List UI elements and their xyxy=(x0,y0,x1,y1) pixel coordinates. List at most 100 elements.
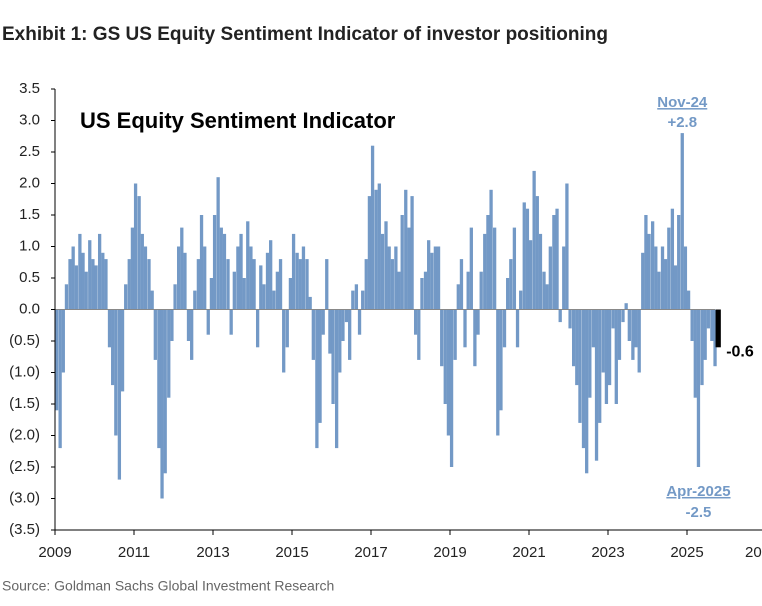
bar xyxy=(78,233,82,310)
bar xyxy=(710,309,714,341)
bar xyxy=(387,246,391,310)
bar xyxy=(216,177,220,310)
bar xyxy=(308,296,312,310)
bar xyxy=(650,221,655,310)
x-tick-label: 2021 xyxy=(512,544,545,561)
x-tick-label: 2025 xyxy=(670,544,703,561)
chart-title: US Equity Sentiment Indicator xyxy=(80,108,396,133)
bar xyxy=(147,259,151,310)
bar xyxy=(591,309,596,348)
bar xyxy=(456,284,460,310)
bar xyxy=(552,215,556,310)
x-tick-label: 20 xyxy=(745,544,762,561)
bar xyxy=(133,183,138,310)
bar xyxy=(348,309,352,360)
bar xyxy=(571,309,576,367)
bar xyxy=(61,309,65,373)
bar xyxy=(575,309,579,386)
bar xyxy=(357,309,362,335)
bar xyxy=(232,271,236,310)
bar xyxy=(377,183,381,310)
bar xyxy=(88,240,92,310)
bar xyxy=(265,252,270,310)
annotation-value: -2.5 xyxy=(686,504,712,521)
bar xyxy=(150,290,154,310)
bar xyxy=(637,309,641,373)
bar xyxy=(397,271,401,310)
bar xyxy=(486,215,490,310)
bar xyxy=(124,284,128,310)
bar xyxy=(111,309,115,386)
bar xyxy=(706,309,710,329)
bar xyxy=(611,309,615,329)
bar xyxy=(413,309,418,335)
bar xyxy=(328,309,332,354)
bar xyxy=(489,189,493,310)
bar xyxy=(278,259,283,310)
bar xyxy=(496,309,500,436)
x-tick-label: 2019 xyxy=(433,544,466,561)
bar xyxy=(522,202,526,310)
bar xyxy=(459,259,464,310)
bar xyxy=(167,309,171,398)
bar xyxy=(528,240,533,310)
bar xyxy=(153,309,157,360)
bar xyxy=(114,309,118,436)
bar xyxy=(176,246,181,310)
bar xyxy=(417,309,421,360)
x-tick-label: 2013 xyxy=(196,544,229,561)
bar xyxy=(275,271,280,310)
bar xyxy=(667,227,671,310)
bar xyxy=(71,246,75,310)
bar xyxy=(683,246,688,310)
bar xyxy=(686,290,691,310)
bar xyxy=(212,215,217,310)
bar xyxy=(410,196,414,310)
bar xyxy=(713,309,717,367)
bar xyxy=(252,259,256,310)
bar xyxy=(288,278,293,310)
bar xyxy=(647,233,651,310)
bar xyxy=(140,233,144,310)
y-tick-label: 0.0 xyxy=(19,300,40,317)
bar xyxy=(400,215,404,310)
x-tick-label: 2015 xyxy=(275,544,308,561)
bar xyxy=(509,259,513,310)
annotation-value: +2.8 xyxy=(667,114,697,131)
bar xyxy=(548,246,552,310)
source: Source: Goldman Sachs Global Investment … xyxy=(2,578,334,594)
y-tick-label: 3.0 xyxy=(19,111,40,128)
bar xyxy=(298,259,302,310)
y-tick-label: 2.0 xyxy=(19,174,40,191)
bar xyxy=(641,252,645,310)
bar xyxy=(578,309,582,423)
bar xyxy=(483,233,487,310)
bar xyxy=(443,309,447,404)
bar xyxy=(137,196,141,310)
bar xyxy=(430,252,434,310)
bar xyxy=(262,284,266,310)
bar xyxy=(466,271,470,310)
y-tick-label: (1.0) xyxy=(9,363,40,380)
bar xyxy=(542,271,546,310)
bar xyxy=(209,278,214,310)
bar xyxy=(104,259,108,310)
bar xyxy=(206,309,210,335)
bar xyxy=(222,233,227,310)
bar xyxy=(190,309,194,360)
bar xyxy=(199,215,204,310)
bar xyxy=(367,196,372,310)
bar xyxy=(469,227,473,310)
bar xyxy=(107,309,112,348)
bar xyxy=(677,215,681,310)
bar xyxy=(562,246,566,310)
bar xyxy=(499,309,503,411)
bar xyxy=(604,309,609,404)
y-tick-label: 3.5 xyxy=(19,80,40,97)
y-tick-label: (3.0) xyxy=(9,489,40,506)
bar xyxy=(473,309,477,367)
bar xyxy=(565,183,569,310)
bar xyxy=(68,259,72,310)
bar xyxy=(538,233,543,310)
bar xyxy=(690,309,694,341)
